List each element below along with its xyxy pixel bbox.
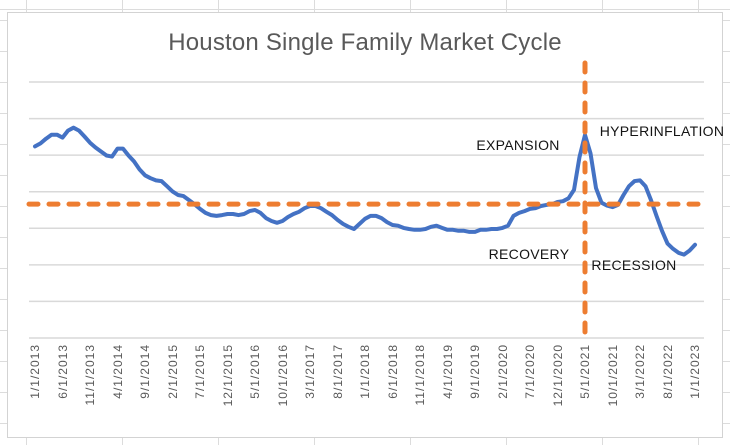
x-axis-tick-label: 6/1/2018 <box>385 344 400 399</box>
x-axis-tick-label: 11/1/2013 <box>83 344 97 406</box>
x-axis-tick-label: 6/1/2013 <box>55 344 70 399</box>
x-axis-tick-label: 7/1/2015 <box>193 344 207 399</box>
x-axis-tick-label: 10/1/2016 <box>275 344 290 407</box>
x-axis-tick-label: 12/1/2020 <box>550 344 565 407</box>
chart-title[interactable]: Houston Single Family Market Cycle <box>168 29 562 56</box>
x-axis-tick-label: 7/1/2020 <box>523 344 537 399</box>
annotation-recovery[interactable]: RECOVERY <box>488 246 570 262</box>
x-axis-tick-label: 4/1/2019 <box>440 344 455 399</box>
series-line[interactable] <box>33 125 697 257</box>
annotation-hyperinflation[interactable]: HYPERINFLATION <box>599 123 725 139</box>
x-axis-tick-label: 9/1/2014 <box>138 344 152 399</box>
x-axis-tick-label: 10/1/2021 <box>605 344 620 407</box>
x-axis-tick-label: 1/1/2018 <box>358 344 372 399</box>
x-axis-tick-label: 9/1/2019 <box>468 344 482 399</box>
x-axis-tick-label: 1/1/2023 <box>688 344 702 399</box>
x-axis-tick-label: 5/1/2016 <box>248 344 262 399</box>
x-axis-tick-label: 8/1/2017 <box>330 344 345 399</box>
x-axis-tick-label: 12/1/2015 <box>220 344 235 407</box>
x-axis-tick-label: 3/1/2022 <box>633 344 647 399</box>
x-axis-tick-label: 11/1/2018 <box>413 344 427 406</box>
annotation-expansion[interactable]: EXPANSION <box>476 137 560 153</box>
x-axis-tick-label: 2/1/2015 <box>165 344 180 399</box>
x-axis-tick-label: 3/1/2017 <box>303 344 317 399</box>
x-axis-tick-label: 2/1/2020 <box>495 344 510 399</box>
annotation-recession[interactable]: RECESSION <box>591 257 677 273</box>
x-axis-tick-label: 1/1/2013 <box>28 344 42 399</box>
x-axis-tick-label: 8/1/2022 <box>660 344 675 399</box>
x-axis-tick-label: 4/1/2014 <box>110 344 125 399</box>
chart-area[interactable]: Houston Single Family Market Cycle EXPAN… <box>7 12 725 438</box>
plot-canvas <box>26 60 707 342</box>
x-axis-tick-label: 5/1/2021 <box>578 344 592 399</box>
